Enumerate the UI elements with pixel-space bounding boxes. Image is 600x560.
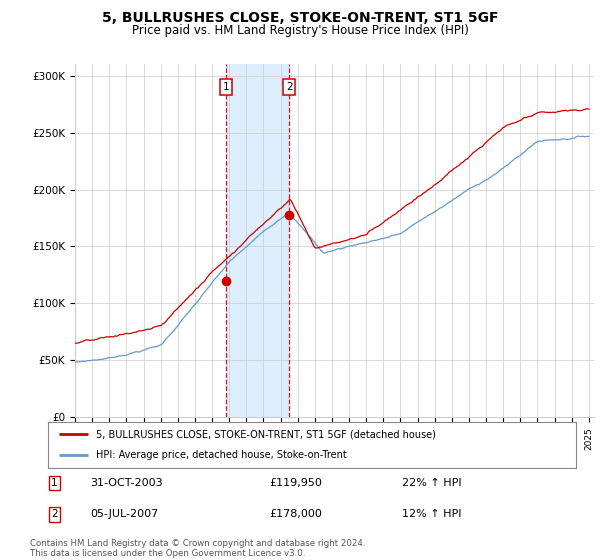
Text: 1: 1 <box>223 82 230 92</box>
Text: £178,000: £178,000 <box>270 509 323 519</box>
Text: 2: 2 <box>286 82 292 92</box>
Text: £119,950: £119,950 <box>270 478 323 488</box>
Text: This data is licensed under the Open Government Licence v3.0.: This data is licensed under the Open Gov… <box>30 549 305 558</box>
Text: 5, BULLRUSHES CLOSE, STOKE-ON-TRENT, ST1 5GF (detached house): 5, BULLRUSHES CLOSE, STOKE-ON-TRENT, ST1… <box>95 429 436 439</box>
Text: Price paid vs. HM Land Registry's House Price Index (HPI): Price paid vs. HM Land Registry's House … <box>131 24 469 36</box>
Text: 12% ↑ HPI: 12% ↑ HPI <box>402 509 461 519</box>
Bar <box>226 64 289 417</box>
Text: 31-OCT-2003: 31-OCT-2003 <box>90 478 163 488</box>
Text: HPI: Average price, detached house, Stoke-on-Trent: HPI: Average price, detached house, Stok… <box>95 450 346 460</box>
Text: Contains HM Land Registry data © Crown copyright and database right 2024.: Contains HM Land Registry data © Crown c… <box>30 539 365 548</box>
Text: 5, BULLRUSHES CLOSE, STOKE-ON-TRENT, ST1 5GF: 5, BULLRUSHES CLOSE, STOKE-ON-TRENT, ST1… <box>102 11 498 25</box>
Text: 05-JUL-2007: 05-JUL-2007 <box>90 509 158 519</box>
Text: 22% ↑ HPI: 22% ↑ HPI <box>402 478 461 488</box>
Text: 1: 1 <box>51 478 58 488</box>
Text: 2: 2 <box>51 509 58 519</box>
